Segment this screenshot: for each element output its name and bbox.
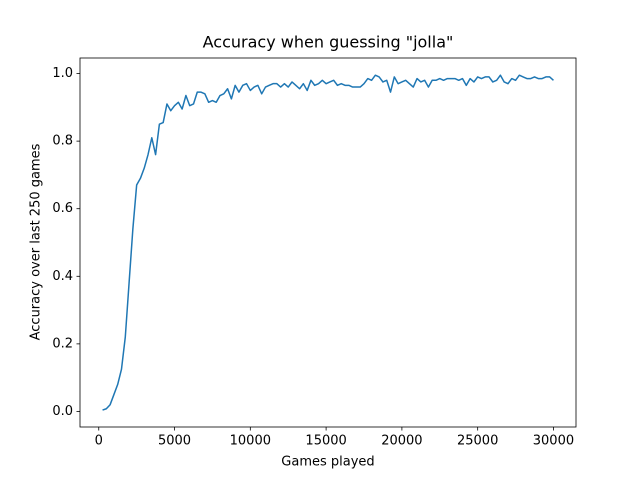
x-tick-label: 30000 xyxy=(533,434,574,449)
y-tick-label: 0.0 xyxy=(52,404,73,419)
axes-frame xyxy=(79,57,577,428)
y-tick-label: 0.4 xyxy=(52,269,73,284)
y-tick-label: 0.6 xyxy=(52,201,73,216)
x-tick-label: 5000 xyxy=(158,434,191,449)
y-axis-label: Accuracy over last 250 games xyxy=(29,143,44,340)
x-tick-label: 20000 xyxy=(381,434,422,449)
data-line xyxy=(102,74,554,411)
chart-title: Accuracy when guessing "jolla" xyxy=(203,33,454,52)
y-tick-label: 0.2 xyxy=(52,336,73,351)
x-axis-label: Games played xyxy=(281,455,374,470)
x-tick-label: 15000 xyxy=(305,434,346,449)
x-tick-label: 0 xyxy=(95,434,103,449)
y-tick-label: 1.0 xyxy=(52,66,73,81)
x-tick-label: 10000 xyxy=(230,434,271,449)
y-tick-label: 0.8 xyxy=(52,134,73,149)
x-tick-label: 25000 xyxy=(457,434,498,449)
